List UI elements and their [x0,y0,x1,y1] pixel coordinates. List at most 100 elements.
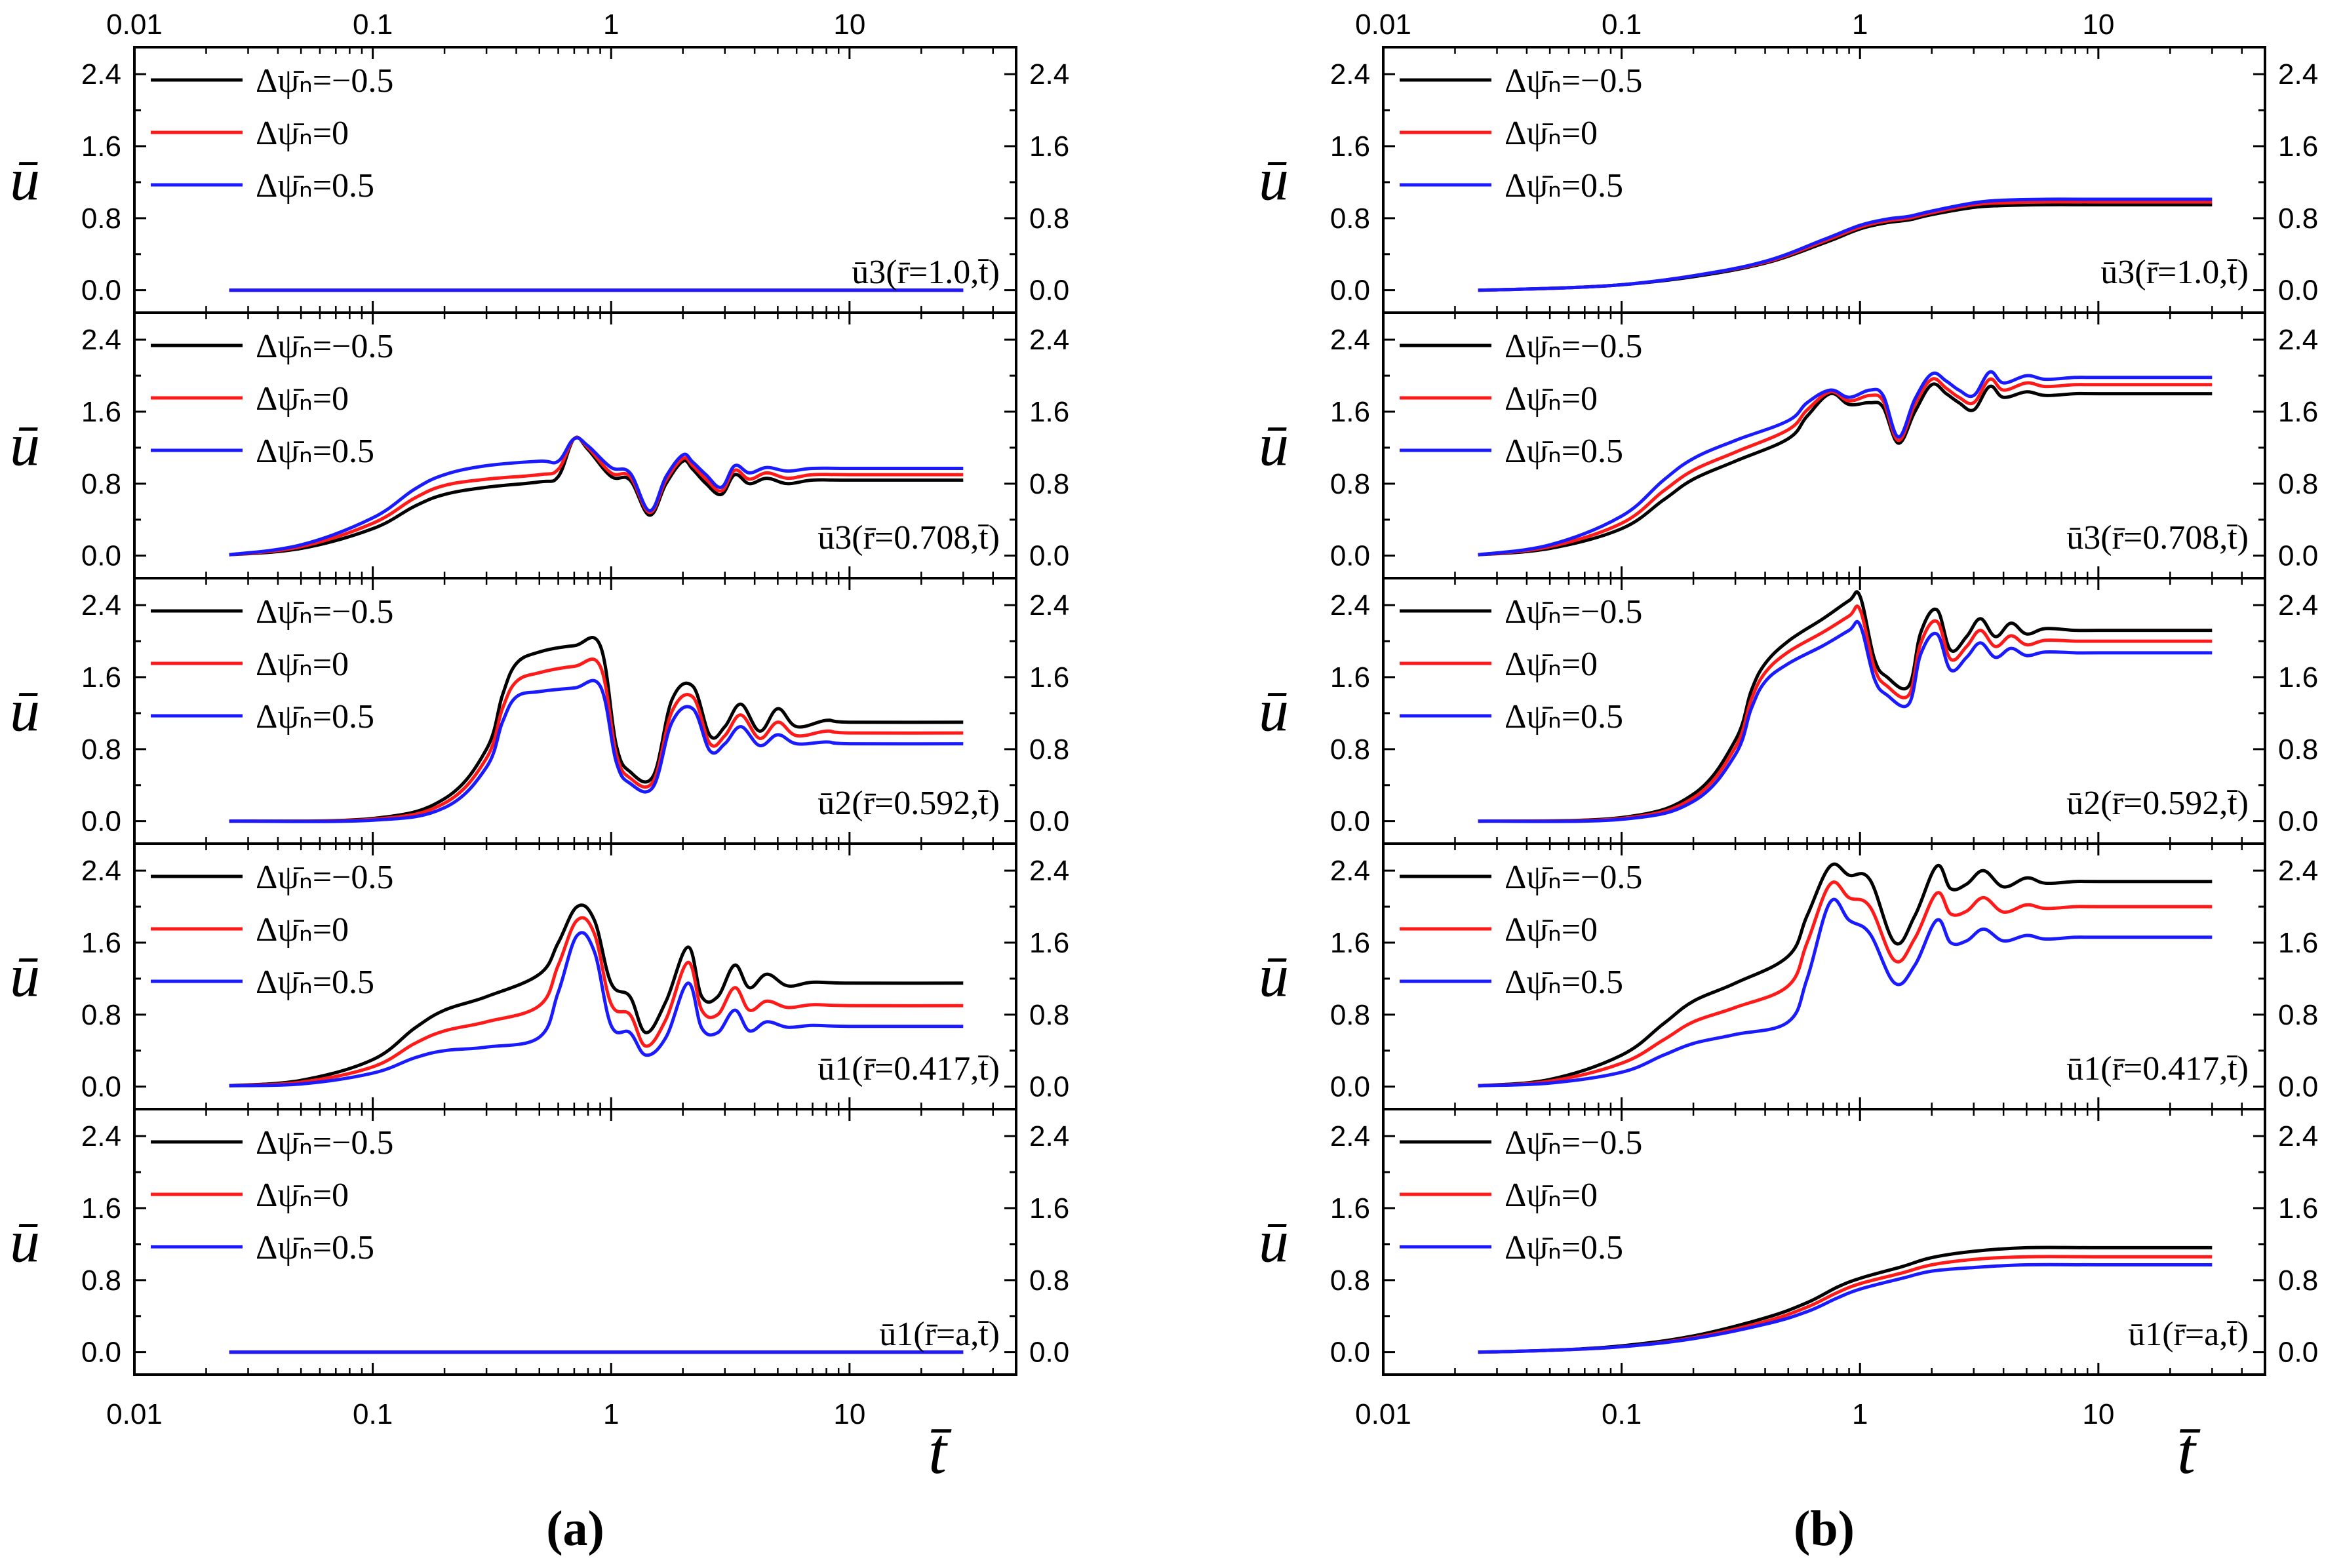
panel-annotation: ū3(r̄=1.0,t̄) [2100,254,2249,291]
y-tick-label: 0.0 [2278,540,2318,572]
y-tick-label: 1.6 [1330,661,1370,694]
legend-label: Δψ̄ₙ=0 [1505,115,1598,152]
legend-label: Δψ̄ₙ=0.5 [1505,433,1623,470]
y-tick-label: 1.6 [2278,661,2318,694]
y-tick-label: 0.8 [81,999,121,1031]
series-line-1 [229,903,964,1088]
y-tick-label: 0.8 [1330,468,1370,500]
panel-annotation: ū1(r̄=0.417,t̄) [817,1050,1000,1088]
series-line-2 [1478,880,2213,1088]
y-tick-label: 0.8 [1330,734,1370,766]
y-tick-label: 2.4 [81,1120,121,1152]
series-line-3 [1478,1263,2213,1354]
panel-annotation: ū2(r̄=0.592,t̄) [817,785,1000,822]
x-tick-label-bottom: 1 [603,1398,619,1430]
series-line-3 [229,436,964,557]
y-tick-label: 2.4 [1330,58,1370,90]
y-tick-label: 0.0 [81,1337,121,1369]
y-tick-label: 0.8 [1029,203,1069,235]
y-tick-label: 0.8 [2278,468,2318,500]
x-axis-label: t̄ [2177,1415,2201,1487]
panel-frame [1382,1108,2266,1376]
y-tick-label: 2.4 [1330,855,1370,887]
y-tick-label: 2.4 [1029,324,1069,356]
legend-label: Δψ̄ₙ=0.5 [1505,167,1623,205]
x-tick-label-bottom: 0.01 [106,1398,163,1430]
legend-label: Δψ̄ₙ=−0.5 [1505,62,1642,100]
panel-label-b: (b) [1794,1501,1855,1556]
y-tick-label: 0.8 [1029,999,1069,1031]
panel-annotation: ū1(r̄=a,t̄) [2128,1316,2249,1353]
legend-label: Δψ̄ₙ=0.5 [256,964,374,1001]
y-tick-label: 0.0 [1029,806,1069,838]
y-tick-label: 0.0 [2278,1337,2318,1369]
y-tick-label: 2.4 [2278,589,2318,621]
y-tick-label: 1.6 [1330,927,1370,959]
y-tick-label: 0.8 [1330,203,1370,235]
x-tick-label-bottom: 10 [2082,1398,2114,1430]
y-tick-label: 1.6 [1330,1192,1370,1225]
y-tick-label: 0.8 [2278,999,2318,1031]
y-tick-label: 0.8 [2278,1264,2318,1297]
y-tick-label: 0.0 [1029,275,1069,307]
y-tick-label: 2.4 [2278,855,2318,887]
y-tick-label: 2.4 [1029,1120,1069,1152]
legend-label: Δψ̄ₙ=0 [256,115,349,152]
legend-label: Δψ̄ₙ=0.5 [1505,964,1623,1001]
x-tick-label-top: 10 [2082,9,2114,41]
legend-label: Δψ̄ₙ=−0.5 [256,593,393,631]
legend-label: Δψ̄ₙ=0.5 [256,167,374,205]
y-tick-label: 1.6 [1330,396,1370,428]
x-tick-label-bottom: 1 [1852,1398,1868,1430]
y-tick-label: 0.0 [81,540,121,572]
legend-label: Δψ̄ₙ=0.5 [1505,1229,1623,1266]
panel-a-3: 0.0 0.0 0.8 0.8 1.6 1.6 2.4 2.4 Δψ̄ₙ=−0.5 Δψ̄ₙ=0 Δ… [10,577,1069,845]
y-tick-label: 0.0 [81,806,121,838]
series-line-3 [1478,897,2213,1088]
y-tick-label: 0.0 [81,275,121,307]
legend-label: Δψ̄ₙ=−0.5 [1505,1124,1642,1162]
y-tick-label: 1.6 [1029,130,1069,163]
y-tick-label: 2.4 [81,855,121,887]
y-tick-label: 1.6 [1330,130,1370,163]
legend-label: Δψ̄ₙ=−0.5 [256,1124,393,1162]
y-tick-label: 2.4 [1029,589,1069,621]
legend-label: Δψ̄ₙ=0 [1505,646,1598,683]
y-tick-label: 1.6 [1029,1192,1069,1225]
panel-b-2: 0.0 0.0 0.8 0.8 1.6 1.6 2.4 2.4 Δψ̄ₙ=−0.5 Δψ̄ₙ=0 Δ… [1259,311,2318,579]
legend-label: Δψ̄ₙ=−0.5 [1505,593,1642,631]
x-tick-label-top: 1 [603,9,619,41]
series-line-2 [229,657,964,823]
panel-a-4: 0.0 0.0 0.8 0.8 1.6 1.6 2.4 2.4 Δψ̄ₙ=−0.5 Δψ̄ₙ=0 Δ… [10,842,1069,1110]
y-tick-label: 0.0 [81,1071,121,1103]
panel-label-a: (a) [546,1501,604,1556]
y-axis-label: ū [1259,677,1289,744]
y-tick-label: 2.4 [2278,1120,2318,1152]
legend-label: Δψ̄ₙ=0.5 [256,698,374,735]
y-tick-label: 0.0 [2278,806,2318,838]
y-tick-label: 1.6 [81,927,121,959]
y-tick-label: 1.6 [1029,661,1069,694]
y-tick-label: 2.4 [81,589,121,621]
legend-label: Δψ̄ₙ=0.5 [1505,698,1623,735]
y-axis-label: ū [10,146,40,213]
y-tick-label: 1.6 [81,661,121,694]
panel-frame [133,1108,1017,1376]
y-tick-label: 0.0 [1330,1071,1370,1103]
panel-annotation: ū3(r̄=0.708,t̄) [817,519,1000,557]
x-tick-label-bottom: 0.01 [1355,1398,1411,1430]
panel-annotation: ū1(r̄=a,t̄) [879,1316,1000,1353]
series-line-3 [229,931,964,1088]
y-tick-label: 1.6 [81,396,121,428]
legend-label: Δψ̄ₙ=0 [1505,380,1598,418]
y-tick-label: 1.6 [2278,396,2318,428]
x-tick-label-bottom: 0.1 [353,1398,393,1430]
y-axis-label: ū [1259,412,1289,479]
series-line-3 [229,678,964,823]
y-tick-label: 2.4 [2278,324,2318,356]
y-tick-label: 0.0 [2278,1071,2318,1103]
series-line-2 [1478,1255,2213,1354]
x-tick-label-bottom: 10 [833,1398,865,1430]
y-axis-label: ū [10,412,40,479]
y-tick-label: 1.6 [81,130,121,163]
